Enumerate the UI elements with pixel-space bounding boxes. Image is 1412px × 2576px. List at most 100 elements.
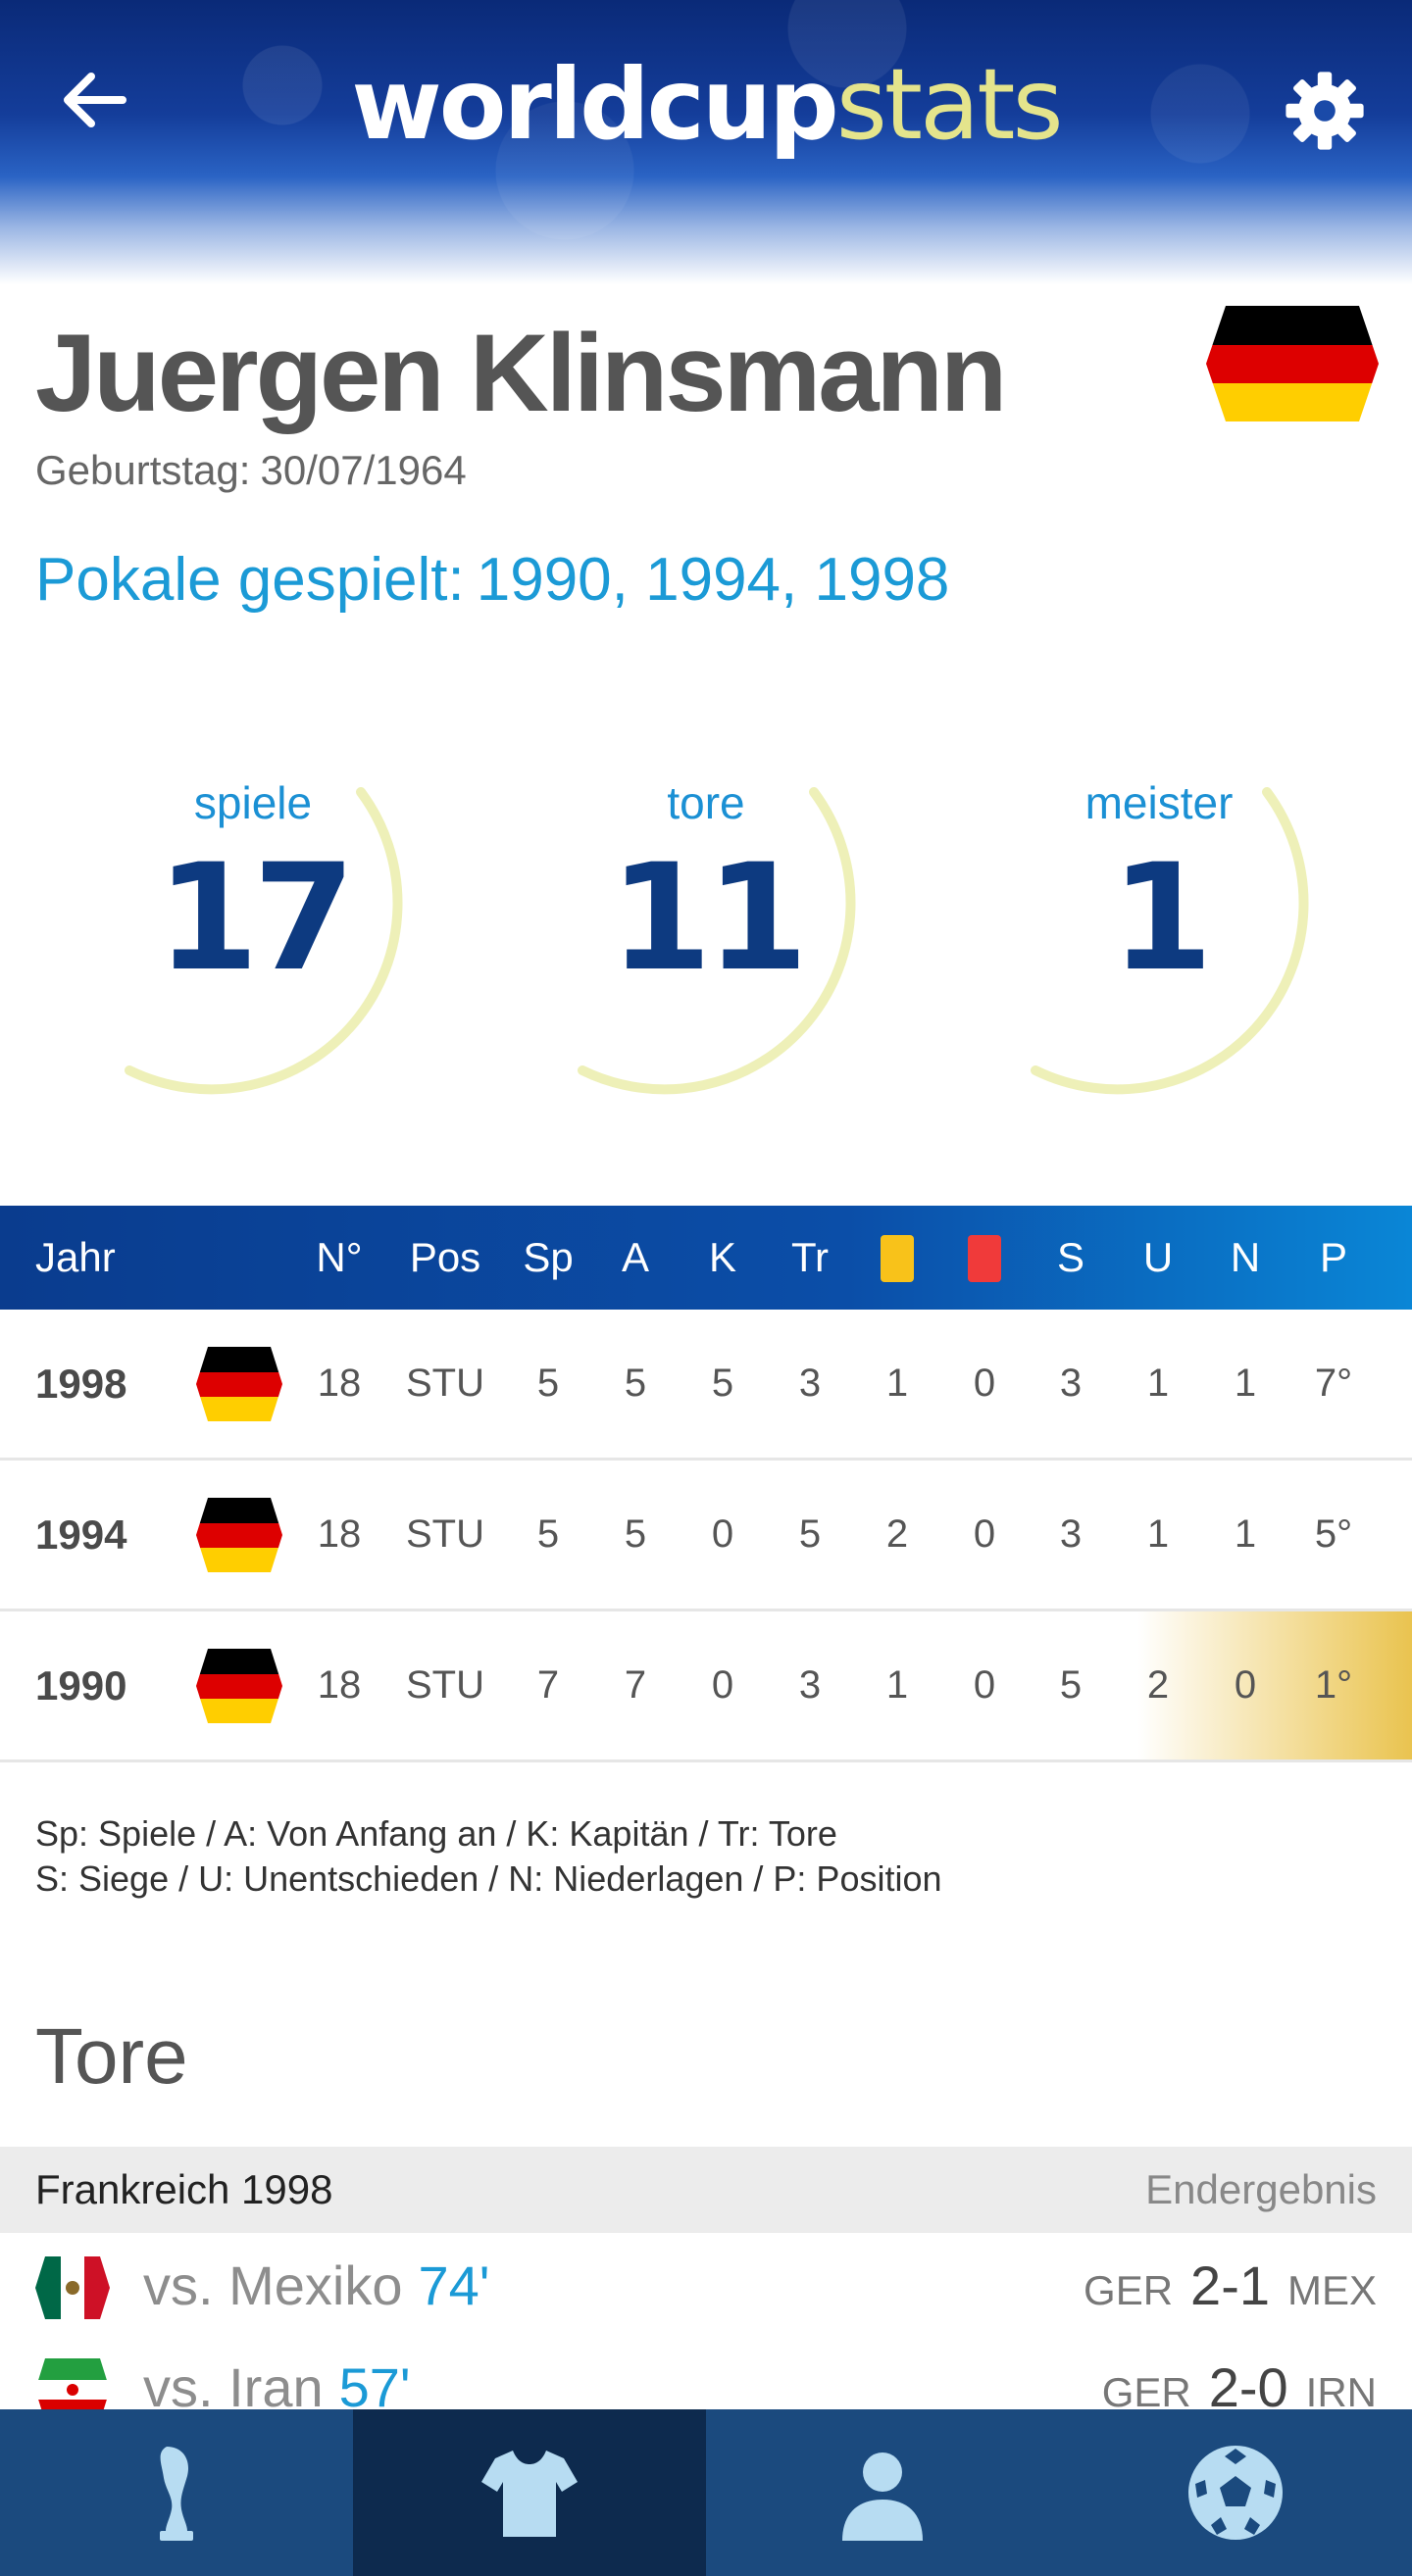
- player-icon: [842, 2452, 923, 2541]
- goal-row[interactable]: vs. Iran 57' GER 2-0 IRN: [0, 2337, 1412, 2439]
- col-goals: Tr: [790, 1234, 830, 1280]
- stat-goals: tore 11: [510, 735, 902, 1127]
- stat-goals-label: tore: [667, 777, 745, 828]
- col-year: Jahr: [35, 1234, 116, 1280]
- row-draws: 1: [1146, 1512, 1170, 1556]
- goal-opponent-name: vs. Iran: [143, 2356, 324, 2418]
- legend-line-2: S: Siege / U: Unentschieden / N: Niederl…: [35, 1858, 942, 1899]
- stat-ring: [578, 787, 856, 1095]
- tournaments-value: 1990, 1994, 1998: [476, 546, 950, 614]
- row-goals: 3: [798, 1663, 822, 1707]
- row-games: 5: [536, 1512, 560, 1556]
- row-position: STU: [406, 1512, 484, 1556]
- goal-row[interactable]: vs. Mexiko 74' GER 2-1 MEX: [0, 2235, 1412, 2337]
- app-logo: worldcupstats: [0, 47, 1412, 162]
- row-place: 1°: [1314, 1663, 1353, 1707]
- row-number: 18: [317, 1512, 362, 1556]
- col-draws: U: [1142, 1234, 1174, 1280]
- table-row[interactable]: 1998 18 STU 5 5 5 3 1 0 3 1 1 7°: [0, 1310, 1412, 1461]
- stat-games-value: 17: [156, 833, 356, 1004]
- player-birthday: Geburtstag: 30/07/1964: [35, 447, 467, 494]
- nav-teams[interactable]: [353, 2409, 706, 2576]
- goal-score: 2-1: [1190, 2254, 1270, 2316]
- player-name: Juergen Klinsmann: [35, 312, 1007, 434]
- red-card-icon: [968, 1235, 1001, 1282]
- mexico-flag-icon: [35, 2256, 110, 2319]
- row-yellow: 1: [885, 1362, 909, 1405]
- yellow-card-icon: [881, 1235, 914, 1282]
- col-position: Pos: [409, 1234, 481, 1280]
- stat-ring: [1031, 787, 1309, 1095]
- settings-button[interactable]: [1281, 67, 1369, 155]
- row-started: 5: [624, 1362, 647, 1405]
- row-yellow: 2: [885, 1512, 909, 1556]
- col-losses: N: [1230, 1234, 1261, 1280]
- germany-flag-icon: [196, 1649, 282, 1723]
- row-losses: 1: [1234, 1362, 1257, 1405]
- logo-part-worldcup: worldcup: [351, 47, 838, 162]
- goal-opponent-name: vs. Mexiko: [143, 2254, 403, 2316]
- goals-tournament-header: Frankreich 1998 Endergebnis: [0, 2147, 1412, 2233]
- row-wins: 3: [1059, 1362, 1083, 1405]
- arrow-left-icon: [64, 73, 126, 127]
- row-red: 0: [973, 1362, 996, 1405]
- goal-home-team: GER: [1084, 2267, 1174, 2313]
- goal-score: 2-0: [1208, 2356, 1288, 2418]
- row-year: 1990: [35, 1662, 127, 1709]
- row-position: STU: [406, 1362, 484, 1405]
- table-row[interactable]: 1990 18 STU 7 7 0 3 1 0 5 2 0 1°: [0, 1611, 1412, 1762]
- goal-home-team: GER: [1101, 2369, 1191, 2415]
- goals-tournament-name: Frankreich 1998: [35, 2166, 333, 2212]
- soccer-ball-icon: [1188, 2446, 1283, 2540]
- row-started: 7: [624, 1663, 647, 1707]
- goal-away-team: IRN: [1305, 2369, 1377, 2415]
- row-red: 0: [973, 1663, 996, 1707]
- col-started: A: [621, 1234, 649, 1280]
- birthday-value: 30/07/1964: [260, 447, 467, 493]
- trophy-icon: [160, 2447, 193, 2541]
- col-captain: K: [708, 1234, 736, 1280]
- birthday-label: Geburtstag:: [35, 447, 251, 493]
- row-captain: 5: [711, 1362, 734, 1405]
- nav-players[interactable]: [706, 2409, 1059, 2576]
- table-legend: Sp: Spiele / A: Von Anfang an / K: Kapit…: [35, 1811, 942, 1902]
- col-number: N°: [316, 1234, 363, 1280]
- logo-part-stats: stats: [835, 47, 1064, 162]
- legend-line-1: Sp: Spiele / A: Von Anfang an / K: Kapit…: [35, 1813, 837, 1854]
- row-losses: 1: [1234, 1512, 1257, 1556]
- row-draws: 2: [1146, 1663, 1170, 1707]
- stat-champion-label: meister: [1084, 777, 1234, 828]
- row-number: 18: [317, 1362, 362, 1405]
- row-year: 1998: [35, 1361, 127, 1407]
- header-pattern: [0, 0, 1412, 284]
- row-games: 5: [536, 1362, 560, 1405]
- stat-games-label: spiele: [193, 777, 313, 828]
- nav-tournaments[interactable]: [0, 2409, 353, 2576]
- col-place: P: [1319, 1234, 1347, 1280]
- back-button[interactable]: [54, 61, 132, 139]
- stat-champion: meister 1: [963, 735, 1355, 1127]
- col-games: Sp: [523, 1234, 574, 1280]
- germany-flag-icon: [196, 1498, 282, 1572]
- goal-minute: 74': [418, 2254, 490, 2316]
- goal-result: GER 2-1 MEX: [1084, 2235, 1377, 2342]
- goal-minute: 57': [338, 2356, 411, 2418]
- nav-matches[interactable]: [1059, 2409, 1412, 2576]
- stat-goals-value: 11: [609, 833, 809, 1004]
- row-year: 1994: [35, 1511, 127, 1558]
- col-wins: S: [1056, 1234, 1084, 1280]
- row-yellow: 1: [885, 1663, 909, 1707]
- goals-section-title: Tore: [35, 2012, 188, 2100]
- goals-result-label: Endergebnis: [1145, 2166, 1377, 2212]
- stats-table-header: Jahr N° Pos Sp A K Tr S U N P: [0, 1206, 1412, 1310]
- stat-champion-value: 1: [1110, 833, 1213, 1004]
- germany-flag-icon: [196, 1347, 282, 1421]
- table-row[interactable]: 1994 18 STU 5 5 0 5 2 0 3 1 1 5°: [0, 1461, 1412, 1611]
- goal-opponent: vs. Iran 57': [143, 2337, 411, 2439]
- row-place: 5°: [1314, 1512, 1353, 1556]
- row-goals: 3: [798, 1362, 822, 1405]
- row-started: 5: [624, 1512, 647, 1556]
- row-position: STU: [406, 1663, 484, 1707]
- row-goals: 5: [798, 1512, 822, 1556]
- stat-ring: [125, 787, 403, 1095]
